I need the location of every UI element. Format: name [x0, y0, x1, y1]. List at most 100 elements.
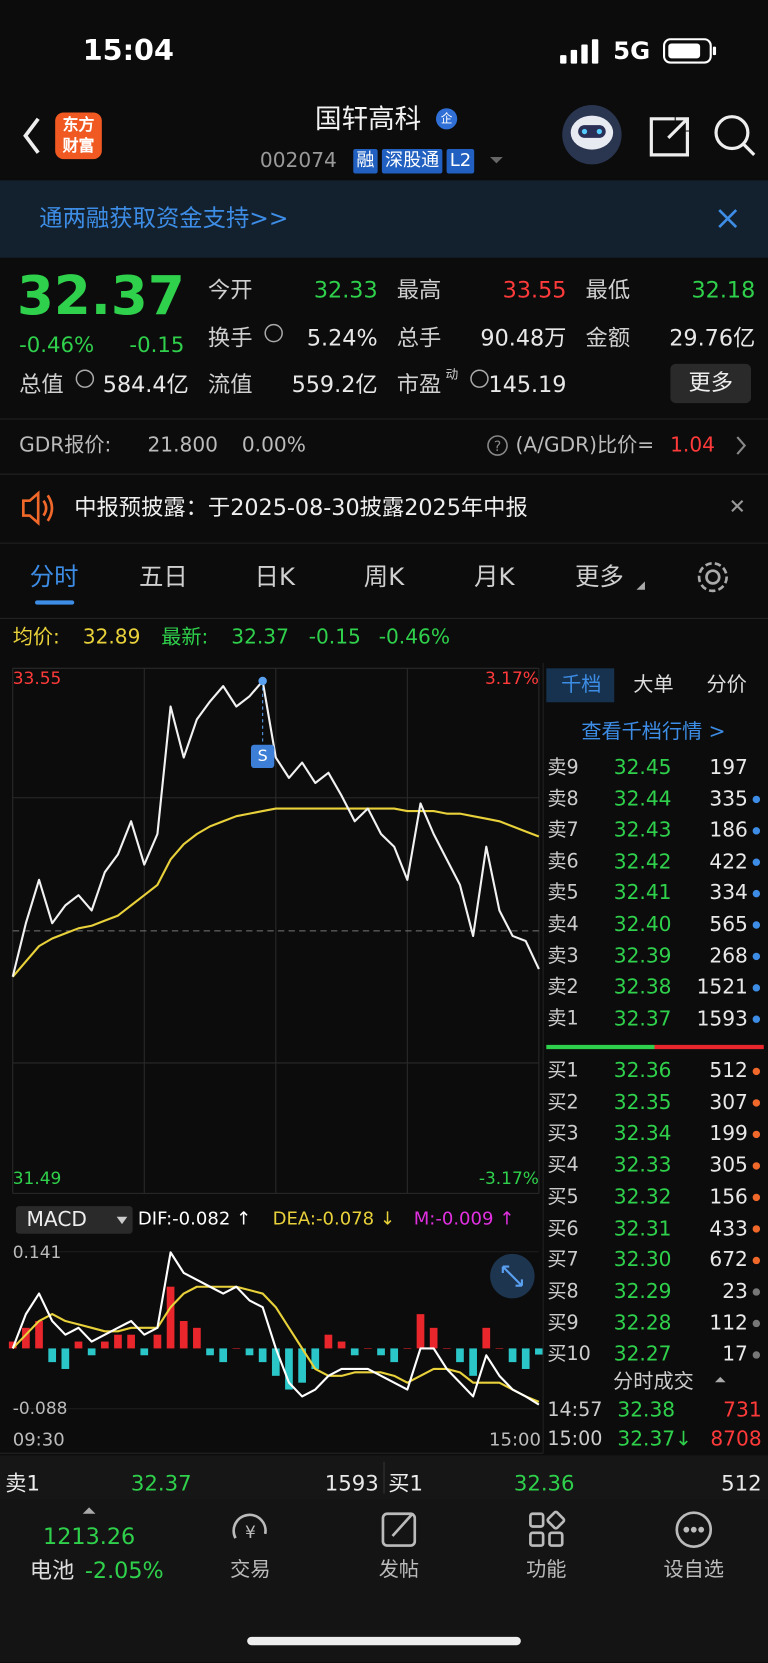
level-vol: 334	[709, 881, 748, 905]
more-button-label[interactable]: 更多	[688, 369, 734, 396]
nav-item[interactable]: 交易	[230, 1557, 271, 1582]
level-vol: 335	[709, 787, 748, 811]
chart-tab[interactable]: 日K	[254, 563, 295, 592]
index-caret	[82, 1507, 96, 1514]
function-icon[interactable]	[529, 1510, 566, 1547]
macd-bar	[271, 1348, 280, 1376]
chart-tab[interactable]: 周K	[363, 563, 405, 592]
macd-caret	[116, 1216, 128, 1225]
notice-text[interactable]: 中报预披露：于2025-08-30披露2025年中报	[74, 494, 528, 521]
latest-label: 最新:	[161, 625, 209, 649]
field-label: 总手	[396, 325, 442, 351]
info-dots	[75, 323, 489, 388]
chart-tab[interactable]: 分时	[29, 563, 79, 592]
orderbook-link[interactable]: 查看千档行情 >	[581, 719, 726, 744]
trade-icon[interactable]: ¥	[232, 1513, 267, 1543]
level-vol: 112	[709, 1311, 748, 1335]
banner-bg[interactable]	[0, 180, 768, 258]
macd-bar	[350, 1348, 359, 1356]
level-name: 卖2	[547, 976, 579, 999]
field-label-sup: 动	[445, 367, 459, 382]
trade-marker-label[interactable]: S	[257, 746, 268, 766]
macd-selector[interactable]	[15, 1206, 133, 1234]
chart-tab[interactable]: 更多	[574, 563, 624, 592]
watchlist-icon[interactable]	[675, 1511, 713, 1548]
trade-marker	[250, 744, 275, 769]
level-dot	[752, 858, 761, 866]
macd-bar	[35, 1320, 43, 1349]
level-price: 32.35	[613, 1090, 672, 1115]
dea-line	[11, 1285, 540, 1403]
level-dot	[752, 1015, 761, 1023]
index-pct[interactable]: -2.05%	[84, 1557, 164, 1584]
chevron-icon[interactable]	[736, 436, 747, 455]
banner-text[interactable]: 通两融获取资金支持>>	[39, 205, 289, 233]
orderbook-tab[interactable]: 千档	[561, 673, 602, 697]
share-icon[interactable]	[649, 117, 689, 157]
macd-bar	[193, 1327, 201, 1349]
gdr-pct: 0.00%	[241, 433, 306, 457]
more-button[interactable]	[670, 363, 752, 404]
latest-change: -0.15	[308, 625, 361, 649]
level-vol: 672	[709, 1248, 748, 1272]
sell-vol: 1593	[324, 1470, 379, 1496]
level-price: 32.38	[613, 975, 672, 999]
settings-icon[interactable]	[697, 561, 728, 593]
level-price: 32.28	[613, 1311, 672, 1335]
level-vol: 1521	[696, 975, 748, 999]
level-name: 买9	[547, 1311, 579, 1335]
macd-bar	[482, 1327, 491, 1349]
search-icon[interactable]	[714, 115, 756, 157]
trades-title[interactable]: 分时成交	[613, 1370, 694, 1394]
macd-bar	[429, 1327, 438, 1349]
index-value[interactable]: 1213.26	[43, 1523, 136, 1550]
orderbook-tab[interactable]: 分价	[706, 673, 747, 697]
sell-label: 卖1	[5, 1470, 41, 1496]
field-value: 33.55	[502, 277, 567, 303]
macd-label[interactable]: MACD	[26, 1207, 87, 1232]
chart-tab[interactable]: 月K	[474, 563, 515, 592]
level-name: 买7	[547, 1248, 579, 1272]
level-name: 卖1	[547, 1007, 579, 1030]
level-price: 32.34	[613, 1122, 672, 1146]
trades-caret	[714, 1376, 726, 1383]
level-vol: 307	[709, 1090, 748, 1115]
robot-avatar[interactable]	[562, 105, 622, 165]
trade-price: 32.38	[617, 1398, 676, 1423]
level-name: 卖5	[547, 881, 579, 905]
svg-text:?: ?	[494, 439, 501, 455]
stock-badge: 企	[440, 111, 453, 126]
level-vol: 197	[709, 755, 748, 780]
level-name: 卖6	[547, 850, 579, 873]
app-logo[interactable]	[55, 112, 102, 160]
macd-tick-label: -0.088	[12, 1398, 68, 1419]
banner-close[interactable]	[718, 209, 738, 228]
nav-item[interactable]: 设自选	[663, 1557, 725, 1582]
field-value: 584.4亿	[102, 371, 189, 398]
nav-item[interactable]: 功能	[526, 1557, 567, 1582]
chart-tab[interactable]: 五日	[138, 563, 188, 592]
post-icon[interactable]	[381, 1512, 417, 1547]
back-icon[interactable]	[23, 117, 40, 154]
level-price: 32.31	[613, 1216, 672, 1241]
field-value: 145.19	[488, 371, 567, 398]
orderbook-tab[interactable]: 大单	[633, 673, 674, 697]
index-name[interactable]: 电池	[29, 1557, 75, 1584]
avg-value: 32.89	[82, 625, 141, 649]
level-price: 32.32	[613, 1185, 672, 1209]
field-label: 换手	[207, 325, 253, 351]
expand-button[interactable]	[490, 1253, 535, 1299]
level-price: 32.27	[613, 1342, 672, 1367]
help-icon[interactable]: ?	[487, 435, 508, 456]
notice-close[interactable]	[731, 499, 744, 513]
level-dot	[752, 1067, 761, 1076]
dropdown-icon[interactable]	[490, 156, 503, 164]
orderbook-tab-active[interactable]	[546, 668, 615, 703]
macd-bar	[403, 1348, 412, 1349]
level-name: 买1	[547, 1059, 579, 1083]
nav-item[interactable]: 发帖	[378, 1557, 420, 1582]
level-vol: 23	[722, 1279, 748, 1304]
level-dot	[752, 984, 761, 992]
level-dot	[752, 1319, 761, 1328]
